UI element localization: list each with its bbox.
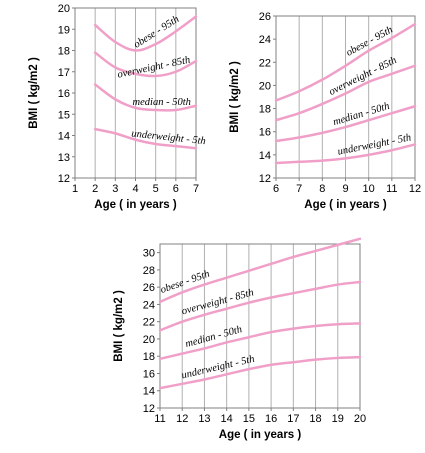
x-tick-label: 7	[296, 183, 302, 195]
y-tick-label: 12	[259, 173, 271, 185]
x-axis-label: Age ( in years )	[304, 199, 387, 211]
y-tick-label: 14	[143, 386, 155, 398]
series-line	[274, 22, 417, 102]
y-tick-label: 19	[58, 24, 70, 36]
y-tick-label: 13	[58, 152, 70, 164]
x-tick-label: 7	[193, 183, 199, 195]
x-tick-label: 12	[409, 183, 421, 195]
y-tick-label: 14	[259, 150, 271, 162]
series-line	[274, 105, 417, 143]
series-line	[158, 280, 362, 332]
x-tick-label: 6	[273, 183, 279, 195]
x-tick-label: 3	[112, 183, 118, 195]
y-tick-label: 18	[58, 46, 70, 58]
x-tick-label: 19	[332, 413, 344, 425]
y-tick-label: 12	[58, 173, 70, 185]
x-tick-label: 9	[342, 183, 348, 195]
series-line	[158, 237, 362, 304]
y-tick-label: 28	[143, 265, 155, 277]
y-tick-label: 20	[259, 80, 271, 92]
y-tick-label: 22	[143, 317, 155, 329]
x-tick-label: 6	[173, 183, 179, 195]
x-tick-label: 20	[354, 413, 366, 425]
x-tick-label: 11	[154, 413, 165, 425]
x-tick-label: 10	[363, 183, 375, 195]
y-tick-label: 24	[259, 34, 271, 46]
x-tick-label: 2	[92, 183, 98, 195]
x-tick-label: 12	[176, 413, 188, 425]
chart-2: 6 7 8 9 10 11 12 12 14 16 18 20 22 24 26 Age ( in years…	[229, 11, 421, 211]
series-label: median - 50th	[133, 97, 191, 108]
x-tick-label: 11	[386, 183, 397, 195]
y-tick-label: 14	[58, 131, 70, 143]
x-tick-label: 5	[153, 183, 159, 195]
y-tick-label: 26	[143, 282, 155, 294]
y-tick-label: 26	[259, 11, 271, 23]
series-line	[274, 143, 417, 165]
series-label: overweight - 85th	[181, 287, 255, 317]
series-line	[93, 15, 198, 52]
x-tick-label: 18	[309, 413, 321, 425]
x-tick-label: 13	[198, 413, 210, 425]
x-tick-label: 8	[319, 183, 325, 195]
y-tick-label: 18	[143, 351, 155, 363]
y-axis-label: BMI ( kg/m2 )	[28, 57, 40, 129]
series-label: median - 50th	[332, 101, 391, 128]
y-tick-label: 12	[143, 403, 155, 415]
y-tick-label: 18	[259, 104, 271, 116]
y-tick-label: 22	[259, 57, 271, 69]
plot-frame	[159, 243, 361, 409]
y-axis-label: BMI ( kg/m2 )	[113, 290, 125, 362]
series-line	[93, 83, 198, 112]
series-line	[158, 355, 362, 390]
y-tick-label: 20	[58, 3, 70, 15]
series-line	[274, 64, 417, 122]
x-axis-label: Age ( in years )	[94, 199, 177, 211]
x-tick-label: 15	[243, 413, 255, 425]
x-tick-label: 16	[265, 413, 277, 425]
x-tick-label: 14	[221, 413, 233, 425]
y-tick-label: 17	[58, 67, 70, 79]
y-tick-label: 20	[143, 334, 155, 346]
x-tick-label: 4	[132, 183, 138, 195]
y-tick-label: 16	[143, 368, 155, 380]
x-tick-label: 17	[287, 413, 299, 425]
y-tick-label: 15	[58, 109, 70, 121]
series-line	[158, 322, 362, 361]
series-line	[93, 51, 198, 78]
series-line	[93, 127, 198, 150]
y-tick-label: 30	[143, 248, 155, 260]
chart-3: 11 12 13 14 15 16 17 18 19 2012141618202224262830…	[113, 237, 366, 441]
x-tick-label: 1	[72, 183, 78, 195]
y-tick-label: 16	[259, 127, 271, 139]
y-tick-label: 24	[143, 299, 155, 311]
y-axis-label: BMI ( kg/m2 )	[229, 61, 241, 133]
x-axis-label: Age ( in years )	[219, 429, 302, 441]
y-tick-label: 16	[58, 88, 70, 100]
